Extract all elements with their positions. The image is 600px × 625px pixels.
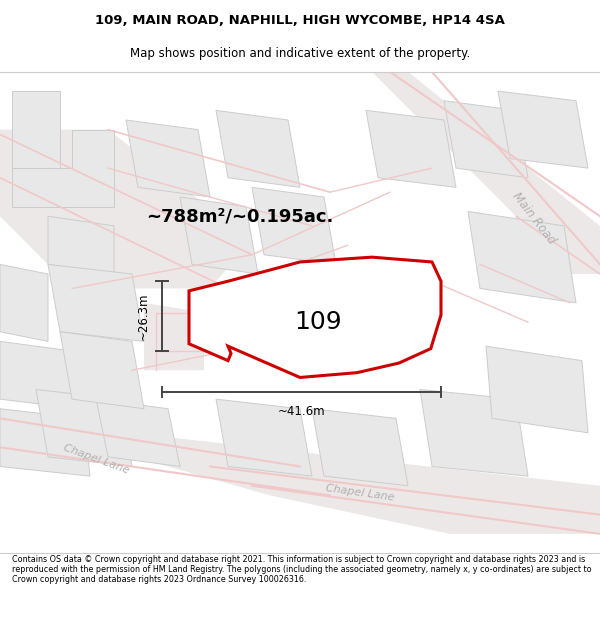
Polygon shape (312, 409, 408, 486)
Polygon shape (36, 389, 132, 466)
Polygon shape (444, 101, 528, 178)
Polygon shape (216, 111, 300, 188)
Polygon shape (498, 91, 588, 168)
Polygon shape (48, 264, 144, 341)
Text: Map shows position and indicative extent of the property.: Map shows position and indicative extent… (130, 47, 470, 60)
Polygon shape (0, 409, 90, 476)
Polygon shape (126, 120, 210, 197)
Polygon shape (180, 197, 258, 274)
Polygon shape (0, 341, 78, 409)
Polygon shape (372, 72, 600, 274)
Polygon shape (96, 399, 180, 466)
Polygon shape (48, 216, 114, 274)
Polygon shape (420, 389, 528, 476)
Polygon shape (252, 188, 336, 264)
Polygon shape (12, 91, 60, 168)
Polygon shape (0, 129, 252, 289)
Text: Chapel Lane: Chapel Lane (325, 483, 395, 502)
Text: 109: 109 (294, 310, 342, 334)
Text: ~41.6m: ~41.6m (278, 404, 325, 418)
Polygon shape (486, 346, 588, 432)
Polygon shape (60, 332, 144, 409)
Text: Chapel Lane: Chapel Lane (62, 442, 130, 476)
Polygon shape (366, 111, 456, 188)
Polygon shape (0, 264, 48, 341)
Polygon shape (216, 399, 312, 476)
Text: ~26.3m: ~26.3m (136, 292, 149, 340)
Polygon shape (144, 303, 204, 370)
Text: 109, MAIN ROAD, NAPHILL, HIGH WYCOMBE, HP14 4SA: 109, MAIN ROAD, NAPHILL, HIGH WYCOMBE, H… (95, 14, 505, 28)
Polygon shape (189, 257, 441, 378)
Polygon shape (468, 211, 576, 303)
Text: Main Road: Main Road (510, 190, 558, 247)
Polygon shape (12, 129, 114, 207)
Polygon shape (0, 418, 600, 534)
Text: ~788m²/~0.195ac.: ~788m²/~0.195ac. (146, 208, 334, 225)
Text: Contains OS data © Crown copyright and database right 2021. This information is : Contains OS data © Crown copyright and d… (12, 554, 592, 584)
